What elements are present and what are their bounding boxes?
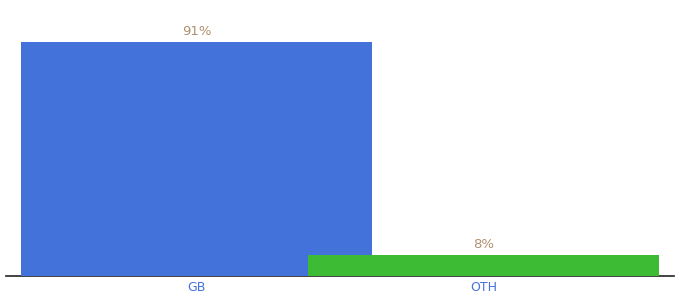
Bar: [308, 255, 658, 276]
Text: 91%: 91%: [182, 25, 211, 38]
Text: 8%: 8%: [473, 238, 494, 251]
Bar: [22, 42, 372, 276]
